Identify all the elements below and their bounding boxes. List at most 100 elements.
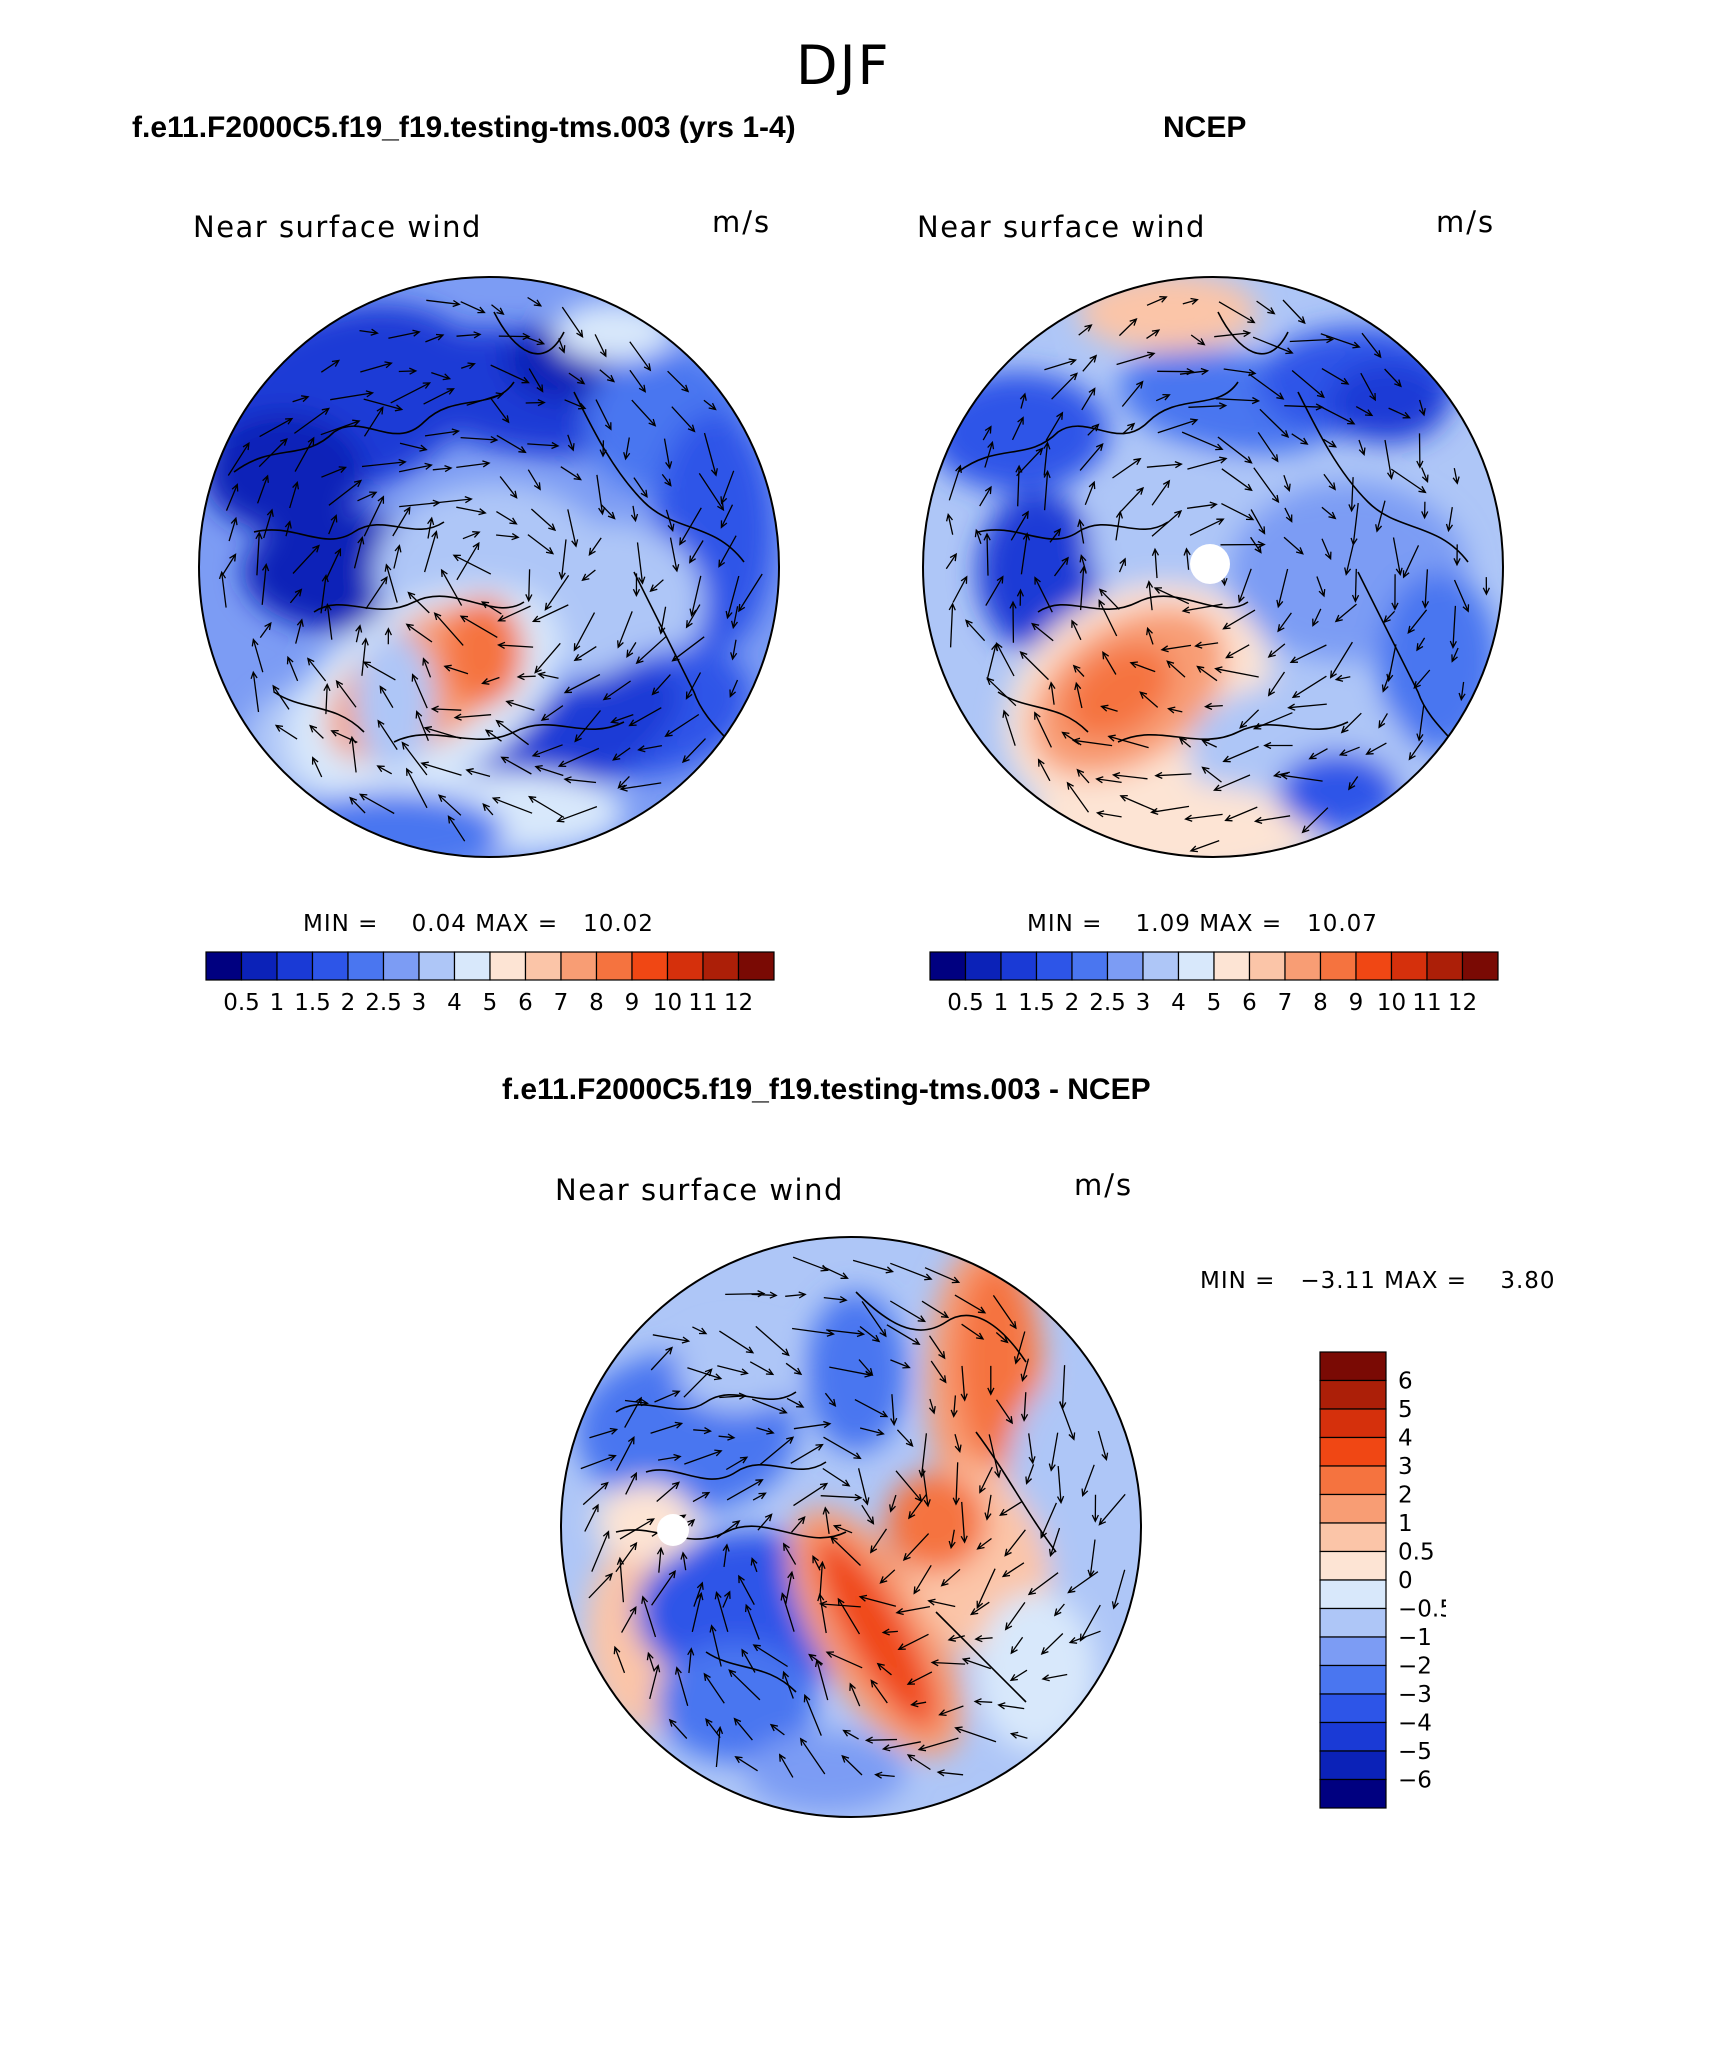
wind-vector [718,535,737,568]
coastline [705,1651,797,1693]
wind-vector [527,469,541,491]
wind-vector [1120,486,1145,512]
wind-vector [921,1300,950,1319]
wind-vector [355,624,363,643]
wind-vector [563,776,597,784]
wind-vector [1053,556,1069,577]
wind-vector [1020,532,1031,575]
wind-vector [1201,766,1222,783]
wind-vector [948,464,962,501]
wind-vector [456,331,482,339]
wind-vector [654,1390,681,1403]
contour-region [676,1332,796,1412]
wind-vector [388,329,421,339]
wind-vector [407,591,430,614]
wind-vector [1188,402,1228,410]
wind-vector [1041,1673,1068,1682]
wind-vector [1028,1433,1036,1465]
wind-vector [225,483,239,511]
wind-vector [1025,1464,1035,1485]
wind-vector [628,707,662,727]
wind-vector [1179,367,1210,376]
wind-vector [698,473,725,512]
wind-vector [1284,507,1293,523]
wind-vector [1323,473,1336,491]
coastline [615,1525,847,1540]
colorbar-swatch [1319,1493,1387,1524]
contour-region [1078,277,1258,352]
wind-vector [272,684,290,710]
wind-vector [744,1603,760,1640]
wind-vector [719,1330,755,1354]
wind-vector [411,673,428,709]
wind-vector [1066,781,1090,813]
wind-vector [599,440,607,458]
wind-vector [881,1628,898,1636]
wind-vector [447,815,466,842]
wind-vector [876,1662,892,1676]
colorbar-swatch [276,951,314,981]
wind-vector [1059,1401,1076,1441]
wind-vector [1009,1731,1028,1739]
colorbar-swatch [524,951,562,981]
wind-vector [922,1468,931,1508]
wind-vector [790,1443,824,1464]
colorbar-swatch [1319,1721,1387,1752]
wind-vector [1408,739,1424,761]
wind-vector [1250,509,1266,535]
wind-vector [960,1365,968,1402]
colorbar-swatch [929,951,967,981]
wind-vector [1102,651,1117,675]
wind-vector [820,1493,863,1502]
wind-vector [1289,336,1335,344]
wind-vector [335,679,357,708]
wind-vector [759,1436,795,1466]
wind-vector [656,1481,681,1502]
wind-vector [729,679,739,698]
wind-vector [728,1669,761,1701]
wind-vector [384,563,398,603]
wind-vector [716,1520,741,1539]
panel-c-max-value: 3.80 [1500,1268,1556,1294]
wind-vector [1068,1630,1101,1644]
wind-vector [422,657,432,678]
wind-vector [861,1301,887,1338]
wind-vector [466,392,505,406]
panel-b-min-value: 1.09 [1135,911,1191,937]
colorbar-tick-label: 11 [1412,990,1441,1016]
wind-vector [680,1551,688,1571]
panel-b-max-value: 10.07 [1307,911,1378,937]
wind-vector [658,606,667,635]
missing-data-pole [657,1514,689,1546]
wind-vector [259,621,272,638]
wind-vector [1020,1392,1029,1422]
wind-vector [456,460,491,469]
wind-vector [363,398,404,412]
wind-vector [1312,608,1322,627]
coastline [935,1611,1027,1703]
wind-vector [525,569,533,603]
wind-vector [917,1737,959,1752]
wind-vector [890,1394,898,1427]
colorbar-difference: 65 43 21 0.50 −0.5−1 −2−3 −4−5 −6 [1319,1351,1446,1809]
panel-a-max-label: MAX = [475,911,559,937]
colorbar-swatch [1319,1693,1387,1724]
wind-vector [1222,609,1256,630]
wind-vector [218,570,227,608]
wind-vector [854,1399,889,1418]
coastline [493,311,565,355]
wind-vector [1150,805,1190,816]
wind-vector [663,438,673,470]
colorbar-tick-label: 4 [1398,1426,1413,1452]
wind-vector [433,612,464,646]
colorbar-swatch [418,951,456,981]
wind-vector [588,1572,613,1599]
wind-vector [889,1494,897,1513]
wind-vector [822,1265,849,1279]
wind-vector [1182,297,1199,305]
wind-vector [1079,565,1087,611]
colorbar-tick-label: 9 [625,990,640,1016]
wind-vector [1146,460,1183,469]
wind-vector [423,726,462,740]
wind-vector [284,520,292,537]
